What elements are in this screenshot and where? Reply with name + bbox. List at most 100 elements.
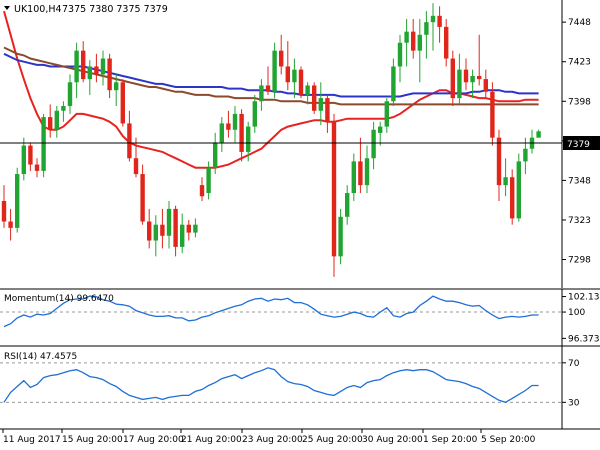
candle-body [232,113,238,130]
candle [404,18,409,67]
candle [529,129,535,154]
candle-body [259,85,264,102]
candle-body [510,177,515,219]
candle-body [173,208,178,247]
candle [510,169,515,225]
candle-body [503,177,508,186]
momentum-series-line [3,295,539,328]
candle [1,185,7,228]
candle-body [34,164,40,171]
candle-body [219,123,224,143]
candle [15,167,20,233]
candle [384,98,389,133]
candle-body [67,82,73,107]
candle-body [8,221,13,228]
candle [21,137,26,181]
candle [391,58,396,107]
candle [496,129,502,201]
candle-body [160,224,165,236]
candle [252,94,257,133]
candle [107,53,112,99]
candle [536,129,541,138]
price-panel: 7448742373987373734873237298 7379 [0,0,600,288]
candle-body [279,50,284,67]
candle [114,74,119,107]
candle [48,104,53,138]
moving-average-line-1 [3,10,539,169]
candle [94,53,99,83]
candle [351,153,356,201]
candle-body [246,126,251,152]
candle-body [28,145,33,165]
candle-body [424,22,429,35]
candle-body [378,126,383,133]
candle-body [166,208,172,236]
candle [246,121,251,162]
candle [193,218,198,238]
candle [490,82,495,146]
rsi-grid [0,362,562,403]
candle [186,219,191,241]
candle [430,3,436,51]
rsi-series-line [3,367,539,404]
candle [180,213,185,254]
symbol-label: UK100,H4 [14,4,62,15]
candle-body [226,123,231,130]
candle [153,215,158,257]
time-tick-label: 1 Sep 20:00 [423,435,478,445]
candle-body [397,42,403,67]
candle-body [54,110,59,130]
candle [417,18,422,83]
momentum-title: Momentum(14) 99.6470 [4,294,114,304]
candle-body [199,185,205,197]
candle-body [331,121,337,257]
candle-body [477,75,482,80]
dropdown-triangle-icon[interactable] [4,6,10,10]
candle [120,79,125,127]
candles [1,3,541,277]
price-tick-label: 7323 [568,216,591,226]
price-tick-label: 7423 [568,58,591,68]
candle [279,34,284,75]
candle-body [325,98,330,122]
candle-body [252,101,257,127]
candle-body [457,69,462,99]
candle-body [404,31,409,43]
momentum-panel: 102.1345 100 96.3735 Momentum(14) 99.6470 [0,289,600,346]
candle-body [100,58,106,75]
candle [272,42,277,99]
candle-body [292,69,297,83]
moving-average-line-3 [3,46,539,106]
candle [325,94,330,133]
candle-body [318,98,323,111]
candle-body [305,85,310,95]
candle [34,158,40,178]
time-tick-label: 11 Aug 2017 [3,435,61,445]
candle-body [430,15,436,23]
candle-body [298,69,304,95]
candle [219,117,224,152]
candle-body [114,82,119,91]
candle [318,82,323,126]
candle [424,11,429,59]
candle [437,6,442,43]
candle [371,121,376,170]
candle-body [15,174,20,228]
candle-body [213,142,218,168]
time-tick-label: 5 Sep 20:00 [481,435,536,445]
candle [345,185,350,225]
moving-averages [3,10,539,169]
candle [397,34,403,83]
candle [483,69,488,99]
candle [463,58,469,91]
candle-body [285,66,290,83]
candle-body [193,224,198,233]
price-tick-label: 7298 [568,256,591,266]
candle [232,106,238,143]
candle [259,79,264,111]
candle [457,53,462,105]
candle-body [81,50,86,80]
candle-body [186,224,191,233]
candle-body [239,113,244,152]
